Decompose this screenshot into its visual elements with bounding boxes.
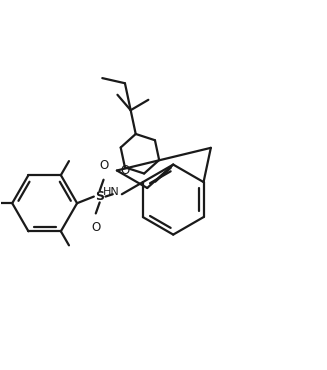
Text: O: O: [121, 164, 130, 177]
Text: O: O: [91, 221, 100, 234]
Text: HN: HN: [102, 187, 119, 197]
Text: O: O: [99, 159, 108, 172]
Text: S: S: [95, 190, 104, 203]
